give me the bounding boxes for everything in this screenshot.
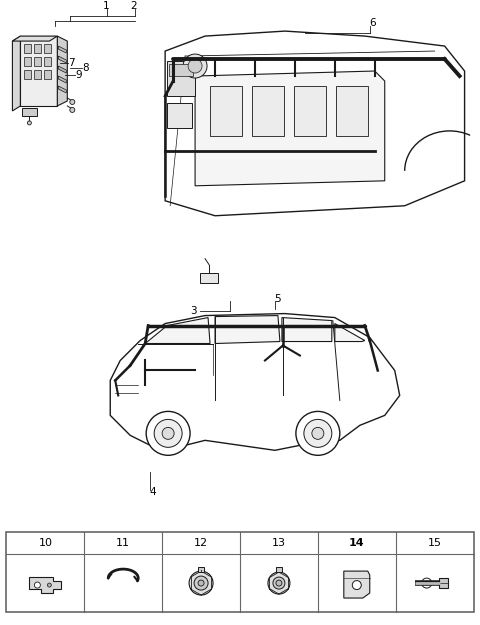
Text: 15: 15	[428, 538, 442, 548]
Circle shape	[273, 577, 285, 589]
Circle shape	[162, 428, 174, 439]
Bar	[24, 70, 31, 79]
Polygon shape	[210, 86, 242, 136]
Circle shape	[194, 576, 208, 590]
Text: 10: 10	[38, 538, 52, 548]
Circle shape	[312, 428, 324, 439]
Bar	[44, 57, 51, 66]
Circle shape	[48, 583, 51, 587]
Polygon shape	[59, 66, 66, 73]
Bar	[35, 70, 41, 79]
Circle shape	[154, 419, 182, 447]
Bar	[24, 44, 31, 53]
Circle shape	[352, 581, 361, 589]
Bar	[198, 567, 204, 572]
Polygon shape	[12, 36, 57, 41]
Bar	[6, 532, 474, 612]
Bar	[44, 44, 51, 53]
Circle shape	[198, 580, 204, 586]
Circle shape	[421, 578, 432, 588]
Bar	[24, 57, 31, 66]
Circle shape	[27, 121, 31, 125]
Polygon shape	[29, 577, 61, 593]
Bar	[44, 70, 51, 79]
Text: 2: 2	[130, 1, 136, 11]
Bar	[169, 64, 193, 76]
Circle shape	[276, 580, 282, 586]
Polygon shape	[59, 56, 66, 63]
Polygon shape	[59, 86, 66, 93]
Polygon shape	[145, 318, 210, 344]
Polygon shape	[252, 86, 284, 136]
Polygon shape	[344, 571, 370, 598]
Polygon shape	[165, 31, 465, 216]
Polygon shape	[282, 318, 332, 341]
Text: 9: 9	[75, 70, 82, 80]
Polygon shape	[336, 86, 368, 136]
Circle shape	[268, 572, 290, 594]
Bar	[35, 44, 41, 53]
Circle shape	[304, 419, 332, 447]
Polygon shape	[195, 71, 385, 186]
Polygon shape	[110, 314, 400, 451]
Circle shape	[146, 411, 190, 456]
Text: 5: 5	[275, 294, 281, 304]
Polygon shape	[294, 86, 326, 136]
Text: 12: 12	[194, 538, 208, 548]
Circle shape	[425, 581, 429, 585]
Text: 4: 4	[150, 488, 156, 498]
Polygon shape	[21, 36, 57, 106]
Bar	[35, 57, 41, 66]
Bar	[276, 567, 282, 572]
Polygon shape	[57, 36, 67, 106]
Text: 1: 1	[103, 1, 109, 11]
Polygon shape	[215, 316, 280, 344]
Polygon shape	[335, 324, 365, 341]
Bar	[167, 103, 192, 128]
Circle shape	[189, 571, 213, 595]
Circle shape	[188, 59, 202, 73]
Circle shape	[296, 411, 340, 456]
Circle shape	[70, 107, 75, 112]
Polygon shape	[200, 272, 218, 282]
Polygon shape	[59, 76, 66, 83]
Text: 11: 11	[116, 538, 130, 548]
Text: 8: 8	[82, 63, 89, 73]
Polygon shape	[59, 46, 66, 53]
Circle shape	[35, 582, 40, 588]
Bar	[167, 61, 195, 96]
Text: 7: 7	[68, 58, 74, 68]
Text: 13: 13	[272, 538, 286, 548]
Polygon shape	[23, 108, 37, 116]
Circle shape	[70, 99, 75, 104]
Bar	[439, 578, 448, 588]
Text: 14: 14	[349, 538, 365, 548]
Text: 3: 3	[190, 306, 196, 316]
Circle shape	[183, 54, 207, 78]
Polygon shape	[12, 36, 21, 111]
Text: 6: 6	[370, 18, 376, 28]
